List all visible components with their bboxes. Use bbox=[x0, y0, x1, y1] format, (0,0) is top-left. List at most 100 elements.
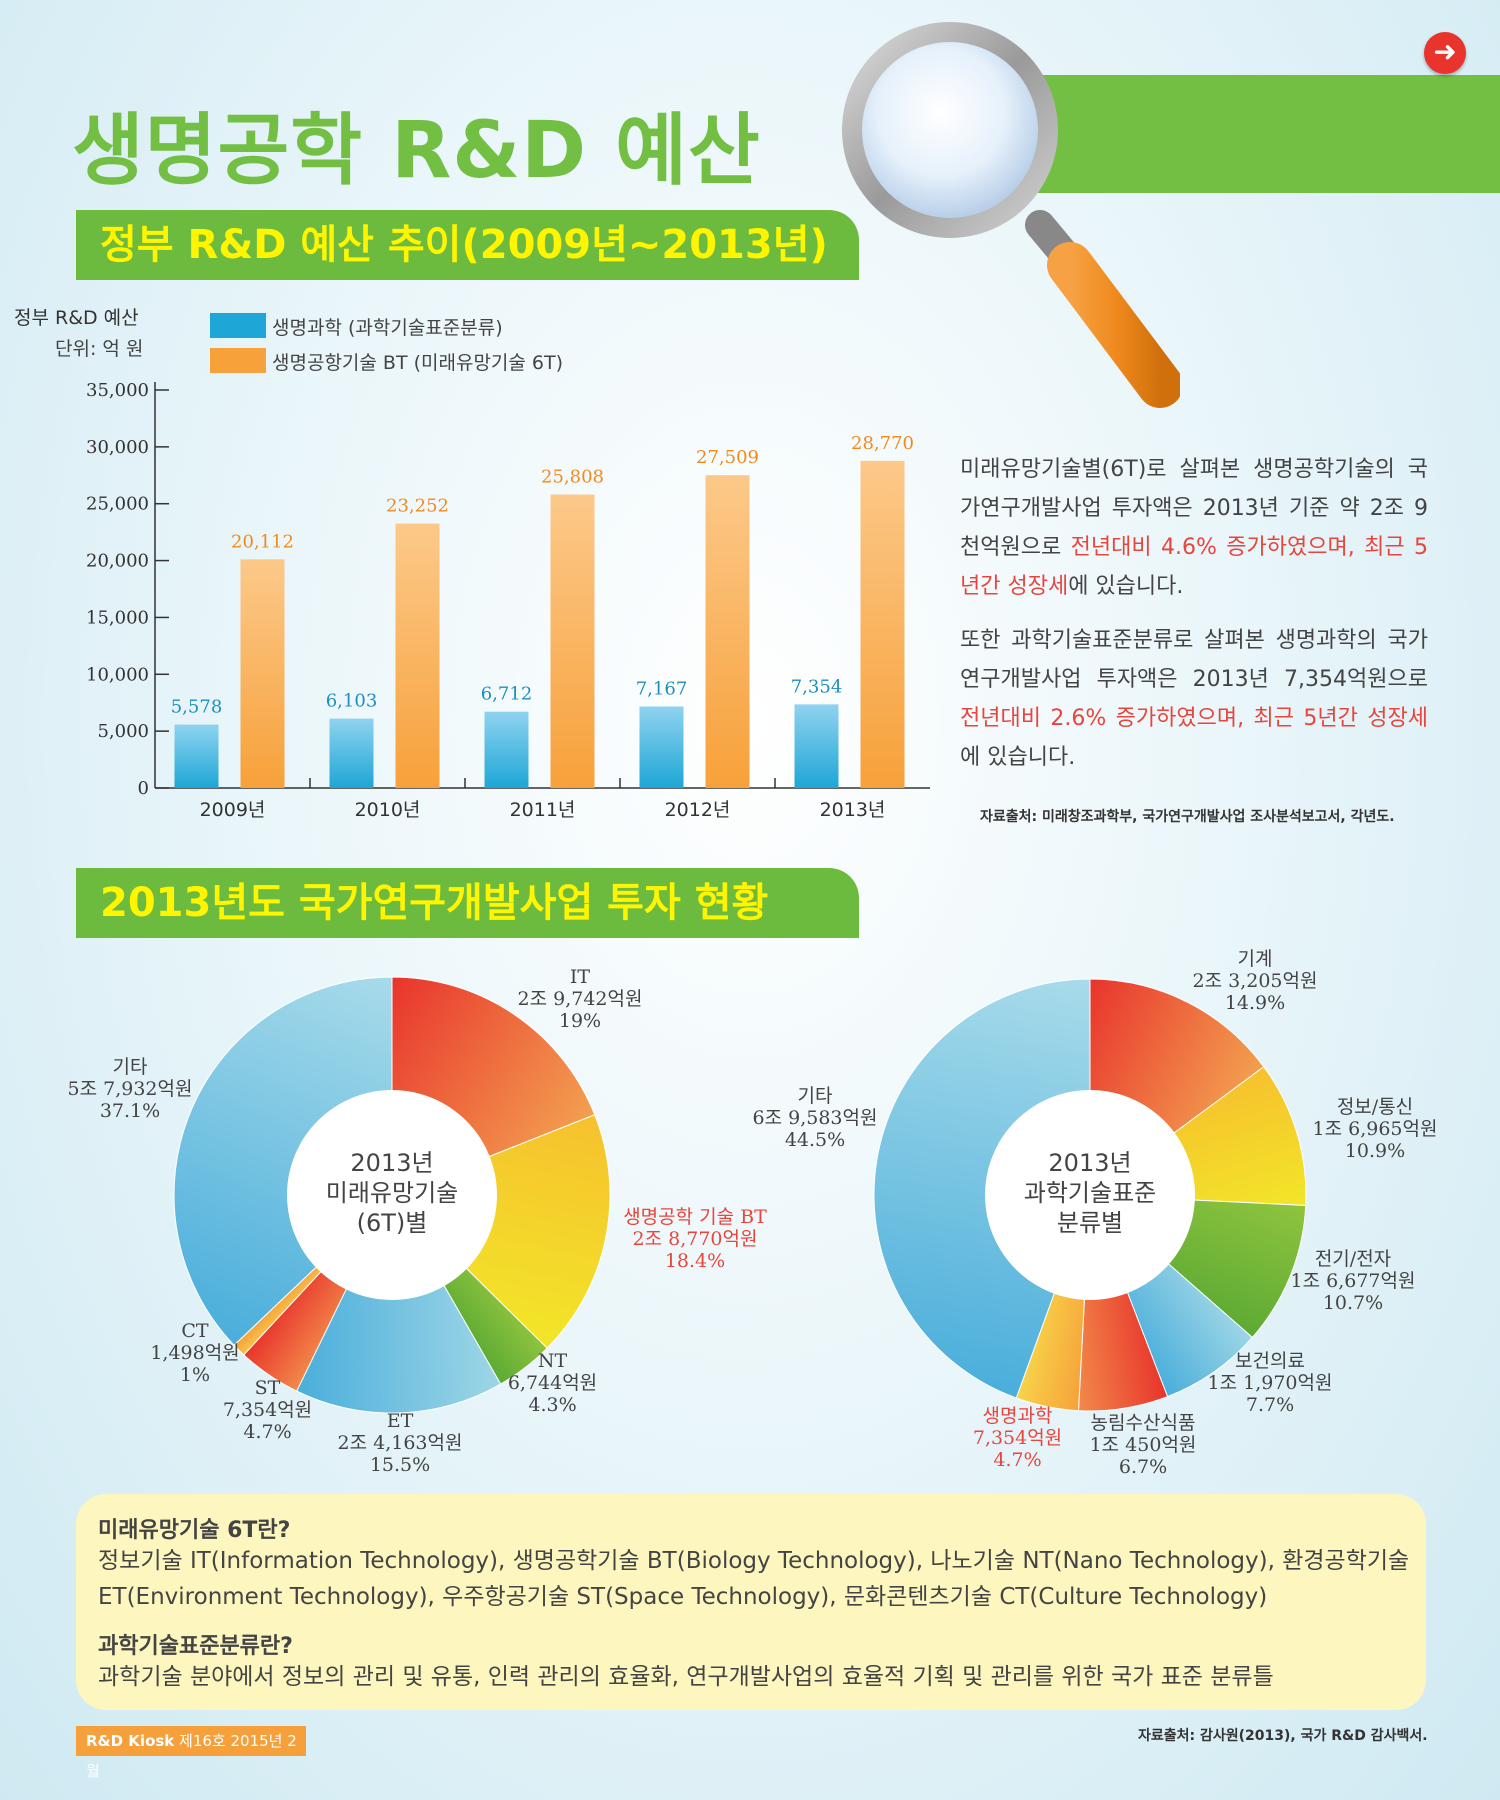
pie1-st-name: ST bbox=[254, 1377, 281, 1399]
legend-label-life-science: 생명과학 (과학기술표준분류) bbox=[272, 317, 503, 339]
description-paragraph-life-science: 또한 과학기술표준분류로 살펴본 생명과학의 국가연구개발사업 투자액은 201… bbox=[960, 621, 1428, 777]
page-title: 생명공학 R&D 예산 bbox=[72, 106, 761, 196]
description-paragraph-bt: 미래유망기술별(6T)로 살펴본 생명공학기술의 국가연구개발사업 투자액은 2… bbox=[960, 450, 1428, 606]
section-title-investment-status: 2013년도 국가연구개발사업 투자 현황 bbox=[76, 868, 859, 938]
pie2-agri-amount: 1조 450억원 bbox=[1089, 1434, 1197, 1456]
pie2-slice-label: 기계 2조 3,205억원 14.9% bbox=[1180, 948, 1330, 1014]
bar-value-label: 25,808 bbox=[541, 467, 604, 488]
y-tick-label: 30,000 bbox=[86, 437, 149, 458]
pie2-other-percent: 44.5% bbox=[784, 1129, 846, 1151]
bar bbox=[550, 494, 595, 788]
paragraph1-tail: 에 있습니다. bbox=[1068, 574, 1184, 599]
pie1-slice-label: NT 6,744억원 4.3% bbox=[495, 1350, 610, 1416]
legend-swatch-life-science bbox=[210, 313, 266, 338]
bar-value-label: 7,167 bbox=[636, 679, 688, 700]
bar bbox=[174, 724, 219, 788]
donut-charts bbox=[173, 976, 1307, 1414]
paragraph2-text: 또한 과학기술표준분류로 살펴본 생명과학의 국가연구개발사업 투자액은 201… bbox=[960, 628, 1428, 692]
legend-swatch-bt bbox=[210, 348, 266, 373]
bar-value-label: 28,770 bbox=[851, 433, 914, 454]
info-box bbox=[76, 1494, 1426, 1710]
paragraph2-tail: 에 있습니다. bbox=[960, 745, 1076, 770]
donut-hole bbox=[985, 1090, 1195, 1300]
pie2-slice-label: 전기/전자 1조 6,677억원 10.7% bbox=[1278, 1248, 1428, 1314]
info-text-standard: 과학기술 분야에서 정보의 관리 및 유통, 인력 관리의 효율화, 연구개발사… bbox=[98, 1664, 1274, 1690]
x-tick-label: 2010년 bbox=[355, 799, 421, 821]
bar bbox=[794, 704, 839, 788]
x-tick-label: 2013년 bbox=[820, 799, 886, 821]
pie1-st-percent: 4.7% bbox=[243, 1421, 292, 1443]
pie1-nt-amount: 6,744억원 bbox=[507, 1372, 598, 1394]
y-tick-label: 20,000 bbox=[86, 551, 149, 572]
pie2-other-name: 기타 bbox=[797, 1085, 833, 1107]
pie1-it-percent: 19% bbox=[558, 1010, 602, 1032]
bar bbox=[484, 711, 529, 788]
y-tick-label: 10,000 bbox=[86, 664, 149, 685]
bar-value-label: 6,712 bbox=[481, 684, 533, 705]
pie-slice bbox=[391, 1114, 611, 1349]
y-tick-label: 0 bbox=[138, 778, 149, 799]
pie1-slice-label: CT 1,498억원 1% bbox=[140, 1320, 250, 1386]
paragraph1-text: 미래유망기술별(6T)로 살펴본 생명공학기술의 국가연구개발사업 투자액은 2… bbox=[960, 457, 1428, 560]
info-text-6t-line1: 정보기술 IT(Information Technology), 생명공학기술 … bbox=[98, 1548, 1410, 1574]
pie2-center-line3: 분류별 bbox=[1056, 1209, 1124, 1237]
pie1-et-name: ET bbox=[386, 1410, 414, 1432]
section-title-budget-trend: 정부 R&D 예산 추이(2009년~2013년) bbox=[76, 210, 859, 280]
pie1-nt-name: NT bbox=[537, 1350, 568, 1372]
pie1-slice-label: 기타 5조 7,932억원 37.1% bbox=[60, 1056, 200, 1122]
magnifying-glass-icon bbox=[842, 22, 1180, 408]
pie1-center-label: 2013년 미래유망기술 (6T)별 bbox=[302, 1148, 482, 1238]
pie-slice bbox=[873, 978, 1091, 1399]
next-arrow-button[interactable]: ➜ bbox=[1424, 32, 1466, 74]
bar bbox=[329, 718, 374, 788]
pie1-slice-label: ET 2조 4,163억원 15.5% bbox=[325, 1410, 475, 1476]
pie1-slice-label: 생명공학 기술 BT 2조 8,770억원 18.4% bbox=[610, 1206, 780, 1272]
arrow-right-icon: ➜ bbox=[1433, 35, 1457, 68]
pie2-ict-percent: 10.9% bbox=[1344, 1140, 1406, 1162]
pie2-life-amount: 7,354억원 bbox=[972, 1427, 1063, 1449]
y-axis-title: 정부 R&D 예산 bbox=[14, 307, 139, 329]
pie-slice bbox=[173, 976, 393, 1346]
pie2-center-label: 2013년 과학기술표준 분류별 bbox=[1000, 1148, 1180, 1238]
info-heading-6t: 미래유망기술 6T란? bbox=[98, 1518, 291, 1543]
pie2-life-percent: 4.7% bbox=[993, 1449, 1042, 1471]
pie1-other-percent: 37.1% bbox=[99, 1100, 161, 1122]
pie2-agri-name: 농림수산식품 bbox=[1090, 1412, 1196, 1434]
pie2-slice-label: 정보/통신 1조 6,965억원 10.9% bbox=[1300, 1096, 1450, 1162]
donut-hole bbox=[287, 1090, 497, 1300]
pie2-electric-percent: 10.7% bbox=[1322, 1292, 1384, 1314]
pie2-machine-name: 기계 bbox=[1237, 948, 1273, 970]
x-tick-label: 2012년 bbox=[665, 799, 731, 821]
pie2-machine-percent: 14.9% bbox=[1224, 992, 1286, 1014]
issue-badge: R&D Kiosk 제16호 2015년 2월 bbox=[76, 1726, 306, 1780]
pie2-slice-label: 농림수산식품 1조 450억원 6.7% bbox=[1068, 1412, 1218, 1478]
header-band bbox=[1030, 75, 1500, 193]
x-tick-label: 2011년 bbox=[510, 799, 576, 821]
info-heading-standard: 과학기술표준분류란? bbox=[98, 1634, 293, 1659]
pie1-ct-percent: 1% bbox=[179, 1364, 211, 1386]
source-note-footer: 자료출처: 감사원(2013), 국가 R&D 감사백서. bbox=[1138, 1728, 1428, 1744]
pie2-ict-name: 정보/통신 bbox=[1336, 1096, 1414, 1118]
pie1-center-line2: 미래유망기술 bbox=[325, 1179, 459, 1207]
pie2-health-name: 보건의료 bbox=[1235, 1350, 1305, 1372]
y-tick-label: 5,000 bbox=[97, 721, 149, 742]
y-tick-label: 35,000 bbox=[86, 380, 149, 401]
pie2-health-amount: 1조 1,970억원 bbox=[1207, 1372, 1333, 1394]
pie2-center-line2: 과학기술표준 bbox=[1023, 1179, 1157, 1207]
pie1-bt-amount: 2조 8,770억원 bbox=[632, 1228, 758, 1250]
paragraph1-highlight: 전년대비 4.6% 증가하였으며, 최근 5년간 성장세 bbox=[960, 535, 1428, 599]
pie1-bt-percent: 18.4% bbox=[664, 1250, 726, 1272]
pie1-it-name: IT bbox=[569, 966, 591, 988]
badge-title: R&D Kiosk bbox=[86, 1732, 175, 1750]
pie2-slice-label: 기타 6조 9,583억원 44.5% bbox=[740, 1085, 890, 1151]
bar-value-label: 7,354 bbox=[791, 676, 843, 697]
pie2-ict-amount: 1조 6,965억원 bbox=[1312, 1118, 1438, 1140]
bar-value-label: 23,252 bbox=[386, 496, 449, 517]
x-tick-label: 2009년 bbox=[200, 799, 266, 821]
pie1-center-line3: (6T)별 bbox=[356, 1209, 428, 1237]
badge-issue: 제16호 2015년 2월 bbox=[86, 1732, 297, 1780]
bar bbox=[395, 523, 440, 788]
bar bbox=[639, 706, 684, 788]
info-text-6t-line2: ET(Environment Technology), 우주항공기술 ST(Sp… bbox=[98, 1584, 1268, 1610]
pie1-et-amount: 2조 4,163억원 bbox=[337, 1432, 463, 1454]
